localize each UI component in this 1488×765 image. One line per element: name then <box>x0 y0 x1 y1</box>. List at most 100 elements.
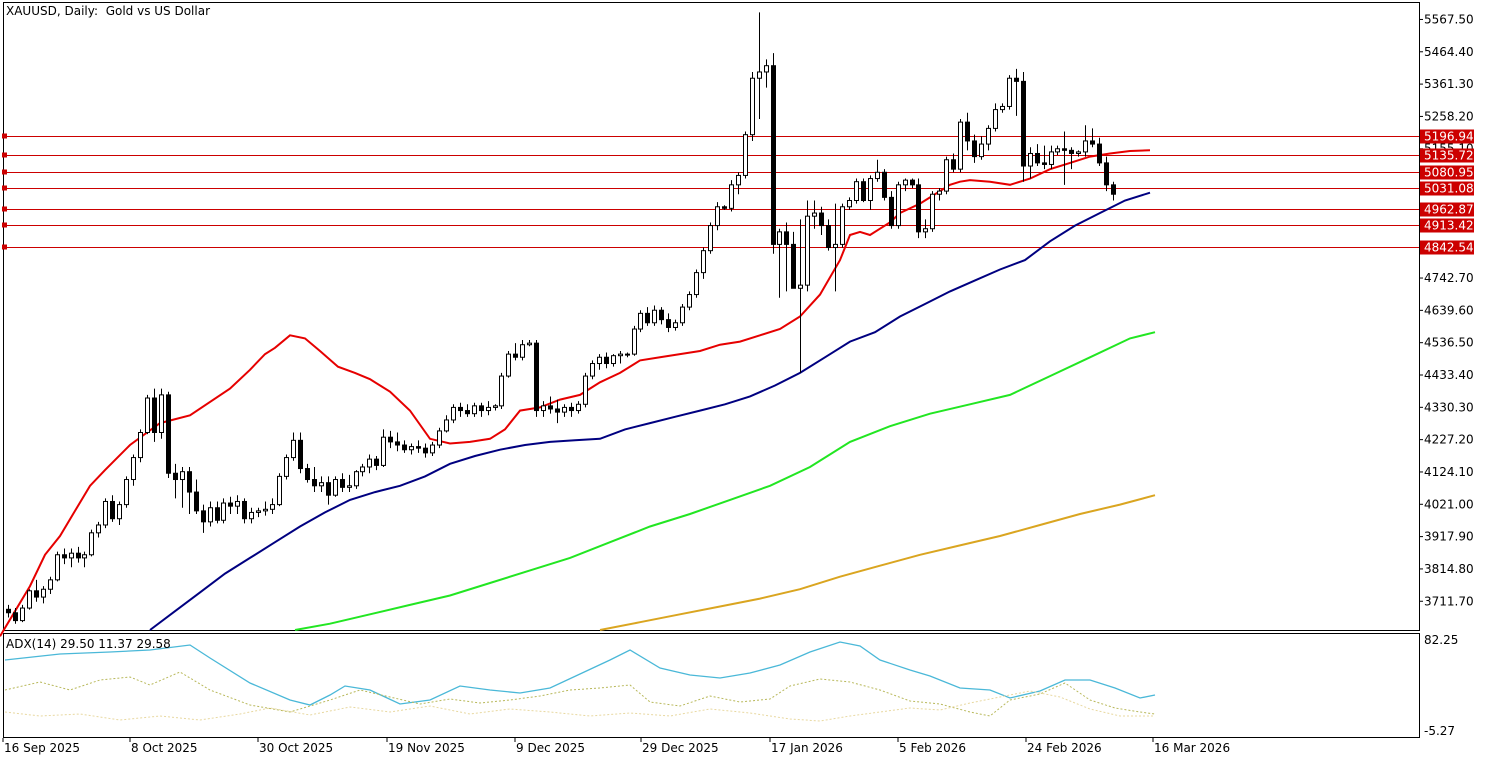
candle-body-130 <box>910 179 915 186</box>
adx-lines <box>4 641 1156 722</box>
candle-body-43 <box>305 468 310 481</box>
candle-body-143 <box>1000 105 1005 111</box>
time-tick-label-8: 24 Feb 2026 <box>1027 741 1102 755</box>
moving-average-2 <box>294 331 1156 631</box>
candle-body-158 <box>1104 162 1109 186</box>
price-tick-label-12: 4021.00 <box>1424 497 1474 511</box>
candle-body-14 <box>103 500 108 526</box>
price-tick-label-0: 5567.50 <box>1424 12 1474 26</box>
adx-axis-max: 82.25 <box>1424 633 1458 647</box>
candle-body-134 <box>937 190 942 195</box>
candle-body-60 <box>423 447 428 454</box>
level-tag-4 <box>1420 202 1474 217</box>
time-tick-label-7: 5 Feb 2026 <box>899 741 966 755</box>
candle-body-33 <box>235 500 240 507</box>
candle-body-34 <box>242 500 247 520</box>
candle-body-21 <box>152 397 157 433</box>
level-marker-3 <box>2 185 7 191</box>
candle-body-129 <box>903 179 908 186</box>
candles <box>6 12 1116 624</box>
candle-body-53 <box>374 458 379 466</box>
candle-body-83 <box>583 375 588 405</box>
level-tag-1 <box>1420 148 1474 163</box>
candle-body-23 <box>166 394 171 474</box>
candle-body-73 <box>513 353 518 358</box>
candle-body-51 <box>360 466 365 473</box>
candle-body-90 <box>632 328 637 355</box>
candle-body-64 <box>451 406 456 421</box>
time-tick-label-0: 16 Sep 2025 <box>4 741 80 755</box>
time-axis: 16 Sep 2025 8 Oct 2025 30 Oct 2025 19 Nov 2… <box>2 738 1230 755</box>
candle-body-37 <box>263 508 268 512</box>
candle-body-156 <box>1090 140 1095 145</box>
time-tick-label-1: 8 Oct 2025 <box>131 741 198 755</box>
timeframe: Daily: <box>64 4 99 18</box>
candle-body-137 <box>958 121 963 170</box>
candle-body-82 <box>576 403 581 412</box>
level-marker-5 <box>2 222 7 228</box>
level-tag-5 <box>1420 218 1474 233</box>
candle-body-128 <box>896 184 901 227</box>
candle-body-112 <box>784 231 789 245</box>
candle-body-2 <box>20 607 25 622</box>
candle-body-75 <box>527 342 532 346</box>
candle-body-41 <box>291 439 296 459</box>
candle-body-4 <box>34 590 39 598</box>
main-pane-frame <box>3 2 1420 631</box>
candle-body-39 <box>277 475 282 506</box>
candle-body-104 <box>729 184 734 209</box>
level-tag-label-6: 4842.54 <box>1424 241 1474 255</box>
candle-body-81 <box>569 406 574 412</box>
candle-body-38 <box>270 504 275 510</box>
candle-body-96 <box>673 322 678 328</box>
price-tick-label-10: 4227.20 <box>1424 433 1474 447</box>
candle-body-151 <box>1055 148 1060 153</box>
candle-body-10 <box>76 552 81 559</box>
price-tick-label-3: 5258.20 <box>1424 109 1474 123</box>
candle-body-70 <box>493 405 498 408</box>
candle-body-142 <box>993 109 998 129</box>
level-tag-label-4: 4962.87 <box>1424 203 1474 217</box>
level-tag-label-2: 5080.95 <box>1424 166 1474 180</box>
candle-body-107 <box>750 77 755 136</box>
moving-average-1 <box>149 191 1151 631</box>
candle-body-12 <box>89 532 94 556</box>
candle-body-18 <box>131 457 136 481</box>
time-tick-label-3: 19 Nov 2025 <box>388 741 465 755</box>
candle-body-123 <box>861 181 866 202</box>
candle-body-55 <box>388 436 393 443</box>
candle-body-79 <box>555 408 560 413</box>
candle-body-144 <box>1007 77 1012 107</box>
candle-body-147 <box>1028 152 1033 167</box>
candle-body-101 <box>708 225 713 252</box>
candle-body-65 <box>458 406 463 412</box>
level-marker-0 <box>2 133 7 139</box>
price-tick-label-7: 4536.50 <box>1424 336 1474 350</box>
candle-body-15 <box>110 500 115 520</box>
candle-body-28 <box>201 510 206 523</box>
price-tick-label-13: 3917.90 <box>1424 530 1474 544</box>
candle-body-24 <box>173 472 178 481</box>
candle-body-9 <box>69 552 74 559</box>
candle-body-93 <box>652 309 657 324</box>
candle-body-146 <box>1021 80 1026 167</box>
candle-body-141 <box>986 127 991 145</box>
candle-body-87 <box>611 355 616 365</box>
candle-body-17 <box>124 479 129 506</box>
candle-body-0 <box>6 608 11 614</box>
candle-body-47 <box>333 479 338 496</box>
candle-body-42 <box>298 439 303 470</box>
moving-average-0 <box>0 149 1151 637</box>
level-tag-label-0: 5196.94 <box>1424 130 1474 144</box>
candle-body-22 <box>159 394 164 433</box>
candle-body-29 <box>208 507 213 523</box>
adx-axis-min: -5.27 <box>1424 724 1455 738</box>
candle-body-30 <box>215 507 220 521</box>
candle-body-91 <box>638 312 643 330</box>
symbol: XAUUSD <box>6 4 57 18</box>
candle-body-8 <box>62 554 67 559</box>
level-tags: 5196.94 5135.72 5080.95 5031.08 4962.87 4913.… <box>1420 129 1474 255</box>
candle-body-109 <box>764 65 769 73</box>
